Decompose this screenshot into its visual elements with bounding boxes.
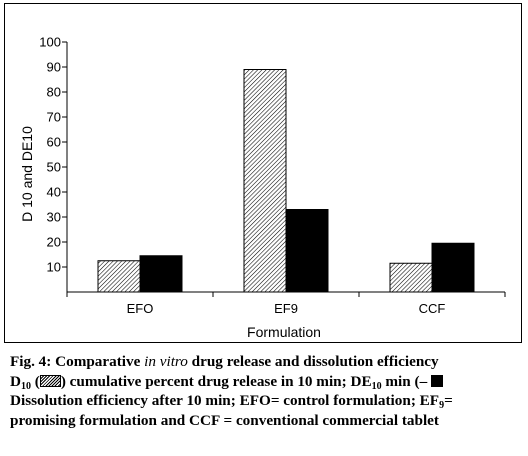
solid-bar-efo: [139, 255, 183, 293]
y-tick-label: 10: [47, 260, 61, 275]
chart-frame: 10 20 30 40 50 60 70 80 90 100 EFO EF9 CCF D 10 and …: [4, 3, 522, 343]
solid-bar-ccf: [431, 242, 475, 293]
y-tick-label: 60: [47, 135, 61, 150]
caption-line-3: Dissolution efficiency after 10 min; EFO…: [10, 392, 453, 411]
caption-italic-term: in vitro: [144, 353, 188, 370]
hatched-bar-efo: [97, 260, 141, 293]
x-axis-title: Formulation: [247, 324, 321, 340]
caption-line-2: D10 () cumulative percent drug release i…: [10, 372, 524, 391]
y-tick-label: 40: [47, 185, 61, 200]
y-tick-label: 90: [47, 60, 61, 75]
x-tick-label: CCF: [419, 301, 446, 316]
y-tick-label: 70: [47, 110, 61, 125]
y-tick-label: 80: [47, 85, 61, 100]
y-axis-title: D 10 and DE10: [19, 126, 35, 222]
y-tick-label: 50: [47, 160, 61, 175]
caption-line-1: Fig. 4: Comparative in vitro drug releas…: [10, 353, 439, 370]
caption-line-4: promising formulation and CCF = conventi…: [10, 411, 439, 429]
y-tick-label: 100: [39, 35, 61, 50]
hatched-bar-ef9: [243, 69, 287, 293]
solid-legend-swatch: [430, 374, 443, 387]
x-tick-label: EFO: [127, 301, 154, 316]
y-tick-label: 30: [47, 210, 61, 225]
caption-fig-label: Fig. 4: [10, 353, 47, 370]
solid-bar-ef9: [285, 209, 329, 293]
figure-caption: Fig. 4: Comparative in vitro drug releas…: [10, 352, 524, 430]
bar-chart: 10 20 30 40 50 60 70 80 90 100 EFO EF9 CCF D 10 and …: [19, 35, 506, 340]
hatched-legend-swatch: [39, 374, 61, 387]
hatched-bar-ccf: [389, 262, 433, 293]
y-tick-label: 20: [47, 235, 61, 250]
x-tick-label: EF9: [274, 301, 298, 316]
